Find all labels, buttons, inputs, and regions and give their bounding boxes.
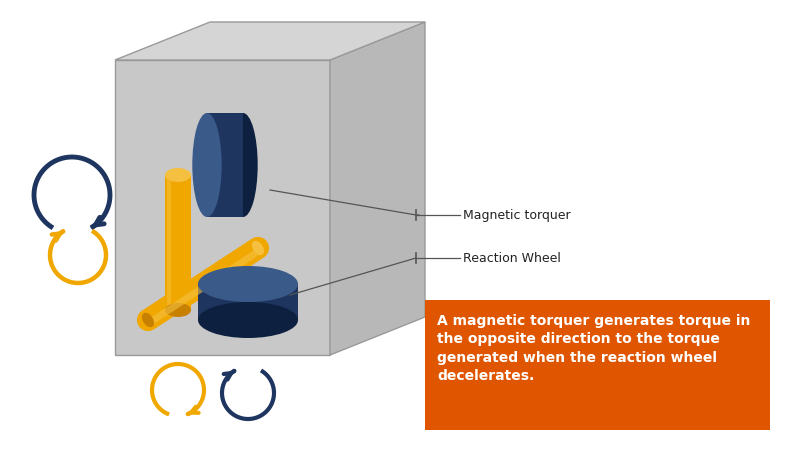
Ellipse shape: [165, 303, 191, 317]
Text: Reaction Wheel: Reaction Wheel: [463, 252, 561, 265]
Text: A magnetic torquer generates torque in
the opposite direction to the torque
gene: A magnetic torquer generates torque in t…: [437, 314, 750, 383]
Polygon shape: [198, 284, 298, 320]
Polygon shape: [207, 113, 243, 217]
FancyBboxPatch shape: [425, 300, 770, 430]
Ellipse shape: [228, 113, 258, 217]
Polygon shape: [330, 22, 425, 355]
Polygon shape: [167, 175, 171, 310]
Ellipse shape: [192, 113, 222, 217]
Ellipse shape: [252, 241, 264, 255]
Polygon shape: [115, 60, 330, 355]
Ellipse shape: [165, 168, 191, 182]
Ellipse shape: [198, 302, 298, 338]
Ellipse shape: [142, 313, 154, 327]
Polygon shape: [165, 175, 191, 310]
Text: Magnetic torquer: Magnetic torquer: [463, 208, 570, 221]
Ellipse shape: [198, 266, 298, 302]
Polygon shape: [115, 22, 425, 60]
